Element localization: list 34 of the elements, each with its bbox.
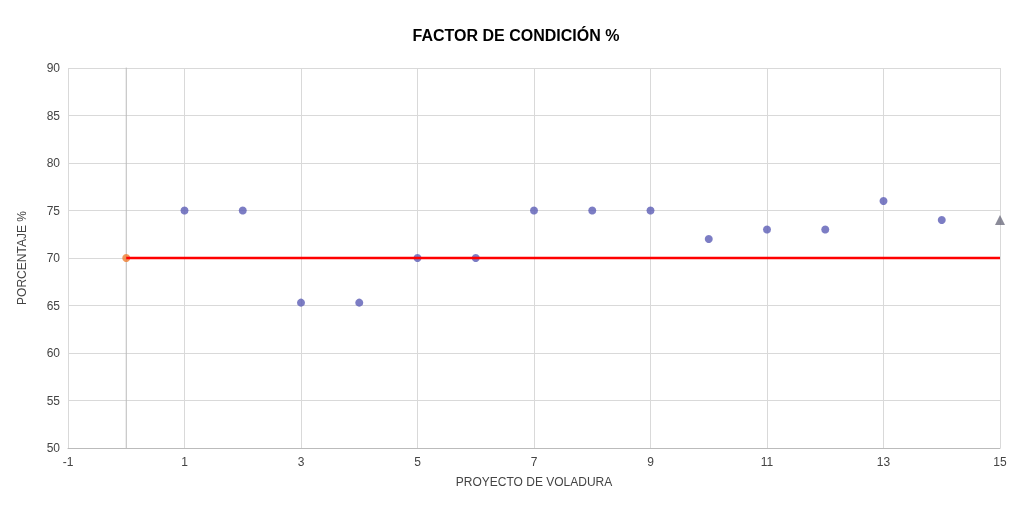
- point: [238, 206, 247, 215]
- y-tick-label: 85: [46, 108, 61, 123]
- point: [530, 206, 538, 215]
- y-tick-label: 70: [46, 251, 61, 265]
- x-tick-label: 1: [181, 455, 189, 469]
- point: [937, 216, 946, 224]
- y-tick-label: 50: [46, 441, 61, 455]
- point: [763, 225, 771, 234]
- y-tick-label: 75: [46, 203, 61, 218]
- x-tick-label: 3: [297, 455, 305, 469]
- x-tick-label: 9: [647, 455, 655, 469]
- point: [821, 225, 830, 234]
- x-axis-title: PROYECTO DE VOLADURA: [455, 475, 613, 489]
- point: [355, 298, 364, 307]
- point: [646, 206, 655, 215]
- y-tick-label: 65: [46, 298, 61, 313]
- point: [879, 197, 888, 205]
- x-tick-label: 11: [760, 455, 774, 469]
- point: [297, 298, 305, 307]
- x-tick-label: -1: [62, 455, 74, 469]
- point: [704, 235, 713, 243]
- y-axis-title: PORCENTAJE %: [15, 210, 29, 305]
- x-tick-label: 13: [876, 455, 891, 469]
- x-tick-label: 15: [993, 455, 1007, 469]
- y-tick-label: 55: [46, 393, 61, 408]
- x-tick-label: 7: [530, 455, 538, 469]
- point: [995, 215, 1005, 225]
- y-tick-label: 90: [46, 61, 61, 75]
- y-tick-label: 80: [46, 156, 61, 170]
- chart-title: FACTOR DE CONDICIÓN %: [412, 25, 620, 44]
- y-tick-label: 60: [46, 346, 61, 360]
- point: [588, 206, 597, 215]
- x-tick-label: 5: [414, 455, 422, 469]
- point: [180, 206, 189, 215]
